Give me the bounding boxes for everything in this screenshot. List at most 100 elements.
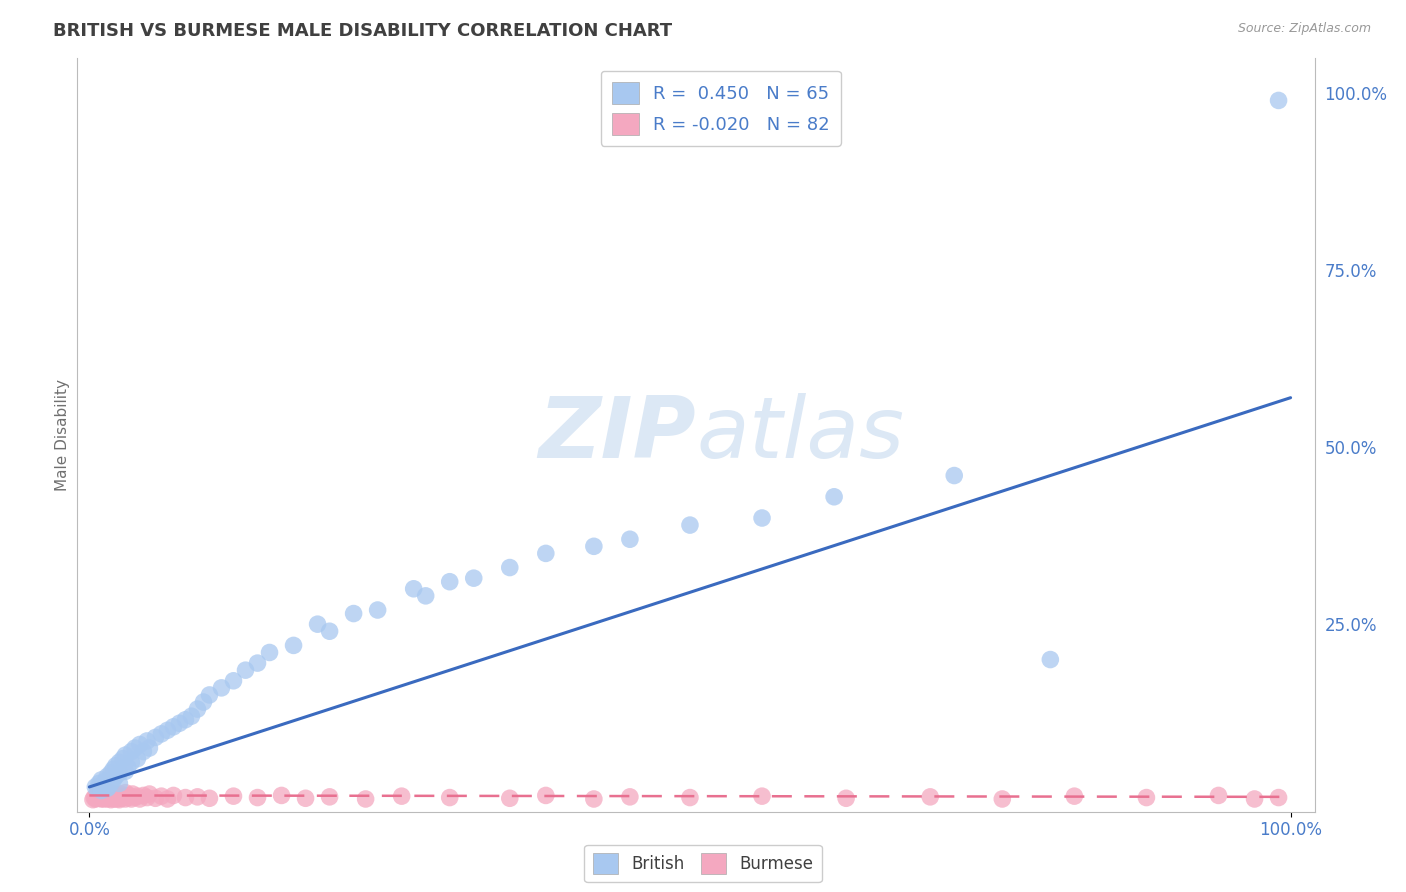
Point bbox=[108, 776, 131, 790]
Point bbox=[114, 764, 136, 779]
Point bbox=[87, 786, 110, 800]
Point bbox=[198, 688, 221, 702]
Point bbox=[127, 789, 149, 804]
Point bbox=[117, 790, 139, 805]
Point bbox=[145, 791, 167, 805]
Point bbox=[180, 709, 202, 723]
Point bbox=[91, 787, 114, 801]
Point bbox=[402, 582, 425, 596]
Point bbox=[1039, 652, 1062, 666]
Point bbox=[89, 789, 111, 804]
Point bbox=[132, 789, 155, 803]
Point bbox=[162, 720, 184, 734]
Point bbox=[1063, 789, 1085, 804]
Point bbox=[582, 792, 605, 806]
Point bbox=[111, 789, 134, 804]
Point bbox=[121, 787, 143, 801]
Point bbox=[82, 793, 104, 807]
Point bbox=[920, 789, 942, 804]
Point bbox=[96, 786, 118, 800]
Point bbox=[354, 792, 377, 806]
Point bbox=[307, 617, 329, 632]
Point bbox=[150, 727, 173, 741]
Point bbox=[136, 734, 159, 748]
Text: atlas: atlas bbox=[696, 393, 904, 476]
Point bbox=[499, 791, 522, 805]
Point bbox=[150, 789, 173, 804]
Text: ZIP: ZIP bbox=[538, 393, 696, 476]
Point bbox=[120, 755, 142, 769]
Point bbox=[120, 792, 142, 806]
Point bbox=[96, 792, 118, 806]
Point bbox=[90, 789, 112, 803]
Legend: British, Burmese: British, Burmese bbox=[585, 845, 821, 882]
Point bbox=[156, 723, 179, 738]
Point bbox=[87, 776, 110, 790]
Point bbox=[991, 792, 1014, 806]
Point bbox=[679, 790, 702, 805]
Point bbox=[100, 776, 122, 790]
Point bbox=[145, 731, 167, 745]
Point bbox=[93, 789, 115, 804]
Point bbox=[138, 787, 160, 801]
Point bbox=[104, 769, 127, 783]
Point bbox=[174, 713, 197, 727]
Y-axis label: Male Disability: Male Disability bbox=[55, 379, 70, 491]
Point bbox=[93, 792, 115, 806]
Point bbox=[84, 780, 107, 794]
Point bbox=[108, 790, 131, 805]
Point bbox=[343, 607, 366, 621]
Point bbox=[110, 787, 132, 801]
Point bbox=[108, 765, 131, 780]
Point bbox=[100, 788, 122, 802]
Point bbox=[118, 789, 141, 803]
Point bbox=[87, 789, 110, 804]
Point bbox=[89, 784, 111, 798]
Point bbox=[136, 790, 159, 805]
Point bbox=[108, 755, 131, 769]
Point bbox=[318, 624, 340, 639]
Point bbox=[96, 789, 118, 803]
Point bbox=[391, 789, 413, 804]
Point bbox=[97, 791, 120, 805]
Point bbox=[463, 571, 485, 585]
Point bbox=[103, 787, 125, 801]
Point bbox=[91, 790, 114, 805]
Point bbox=[132, 745, 155, 759]
Point bbox=[1267, 790, 1289, 805]
Point bbox=[93, 779, 115, 793]
Point bbox=[246, 656, 269, 670]
Point bbox=[499, 560, 522, 574]
Point bbox=[198, 791, 221, 805]
Point bbox=[108, 793, 131, 807]
Point bbox=[534, 546, 557, 560]
Point bbox=[259, 645, 281, 659]
Point bbox=[103, 791, 125, 805]
Point bbox=[294, 791, 316, 805]
Point bbox=[90, 783, 112, 797]
Point bbox=[222, 789, 245, 804]
Point bbox=[98, 790, 121, 805]
Point bbox=[679, 518, 702, 533]
Text: BRITISH VS BURMESE MALE DISABILITY CORRELATION CHART: BRITISH VS BURMESE MALE DISABILITY CORRE… bbox=[53, 22, 672, 40]
Point bbox=[1135, 790, 1157, 805]
Point bbox=[367, 603, 389, 617]
Point bbox=[97, 785, 120, 799]
Point bbox=[87, 781, 110, 796]
Point bbox=[128, 792, 150, 806]
Point bbox=[94, 774, 117, 789]
Point bbox=[96, 781, 118, 796]
Point bbox=[222, 673, 245, 688]
Point bbox=[94, 791, 117, 805]
Point bbox=[318, 789, 340, 804]
Point bbox=[751, 511, 773, 525]
Point bbox=[104, 758, 127, 772]
Point bbox=[120, 745, 142, 759]
Point bbox=[193, 695, 215, 709]
Point bbox=[117, 760, 139, 774]
Point bbox=[96, 790, 118, 805]
Point bbox=[83, 790, 105, 805]
Point bbox=[86, 789, 108, 803]
Point bbox=[94, 786, 117, 800]
Point bbox=[619, 789, 641, 804]
